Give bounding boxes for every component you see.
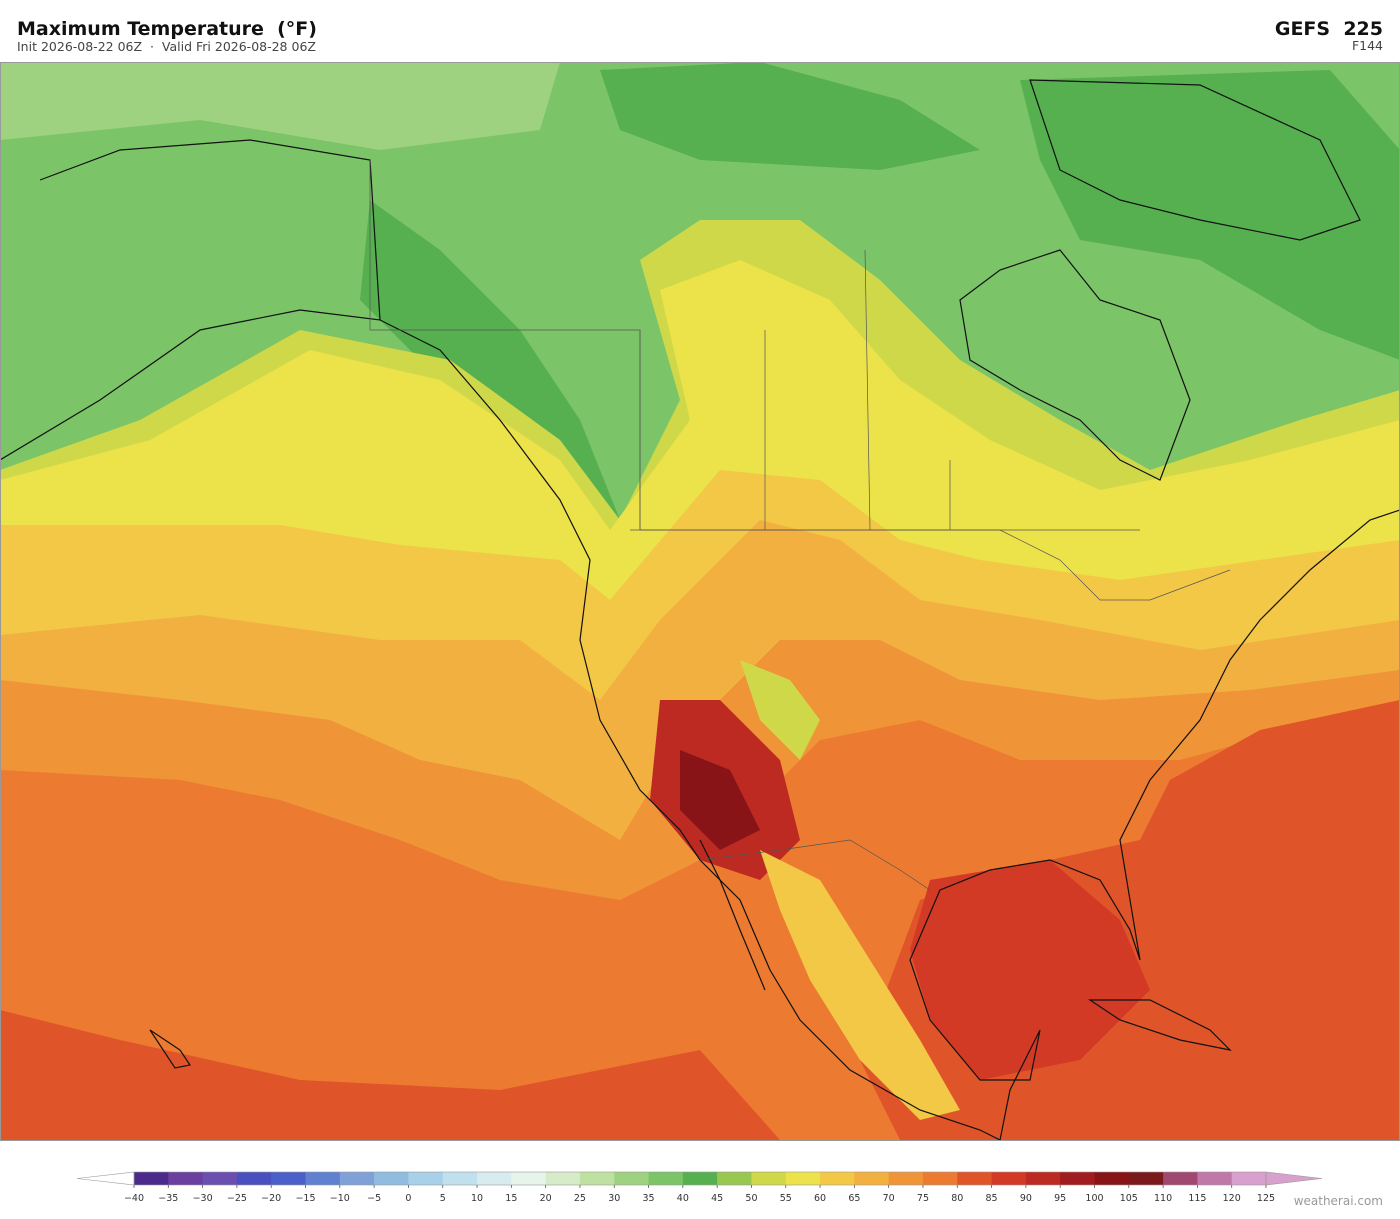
colorbar-tick-label: 50: [745, 1193, 757, 1204]
model-label: GEFS 225: [1275, 18, 1383, 40]
colorbar-tick-label: −35: [158, 1193, 178, 1204]
colorbar-tick-label: 80: [951, 1193, 963, 1204]
colorbar-bin: [1128, 1172, 1164, 1185]
colorbar-bin: [305, 1172, 341, 1185]
colorbar-tick-label: 35: [642, 1193, 654, 1204]
colorbar-tick-label: 70: [883, 1193, 895, 1204]
colorbar-tick-label: 115: [1188, 1193, 1206, 1204]
colorbar-tick-label: 125: [1257, 1193, 1275, 1204]
colorbar-bin: [168, 1172, 204, 1185]
colorbar-bin: [614, 1172, 649, 1185]
colorbar-tick-label: 25: [574, 1193, 586, 1204]
field: [760, 850, 960, 1120]
colorbar-bin: [922, 1172, 958, 1185]
colorbar: −40 −35 −30 −25 −20 −15 −10 −5 0 5 10 15 20 25 30 35 40 4…: [76, 1171, 1323, 1204]
colorbar-tick-label: 110: [1154, 1193, 1172, 1204]
colorbar-tick-label: 55: [780, 1193, 792, 1204]
colorbar-tick-label: −10: [330, 1193, 350, 1204]
colorbar-bin: [134, 1172, 169, 1185]
colorbar-bin: [579, 1172, 615, 1185]
colorbar-tick-label: 60: [814, 1193, 826, 1204]
subtitle: Init 2026-08-22 06Z · Valid Fri 2026-08-…: [17, 39, 316, 54]
colorbar-bin: [477, 1172, 512, 1185]
colorbar-bin: [1025, 1172, 1061, 1185]
colorbar-tick-label: −25: [227, 1193, 247, 1204]
colorbar-bin: [442, 1172, 478, 1185]
colorbar-tick-label: 40: [677, 1193, 689, 1204]
colorbar-tick-label: −40: [124, 1193, 144, 1204]
map: [0, 62, 1400, 1140]
colorbar-tick-label: 45: [711, 1193, 723, 1204]
watermark: weatherai.com: [1294, 1194, 1383, 1208]
field: [1020, 70, 1400, 360]
colorbar-over: [1265, 1171, 1323, 1186]
colorbar-bin: [991, 1172, 1027, 1185]
field: [680, 750, 760, 850]
colorbar-bin: [751, 1172, 787, 1185]
colorbar-tick-label: 120: [1223, 1193, 1241, 1204]
colorbar-tick-label: 105: [1120, 1193, 1138, 1204]
colorbar-tick-label: −20: [261, 1193, 281, 1204]
colorbar-tick-label: 95: [1054, 1193, 1066, 1204]
colorbar-bin: [1197, 1172, 1233, 1185]
colorbar-tick-label: 65: [848, 1193, 860, 1204]
colorbar-bin: [202, 1172, 238, 1185]
colorbar-tick-label: 15: [505, 1193, 517, 1204]
colorbar-bin: [957, 1172, 992, 1185]
colorbar-bin: [236, 1172, 272, 1185]
colorbar-frame: [133, 1171, 1267, 1186]
field: [740, 660, 820, 760]
colorbar-bin: [374, 1172, 409, 1185]
colorbar-tick-label: 100: [1085, 1193, 1103, 1204]
colorbar-tick-label: 0: [405, 1193, 411, 1204]
forecast-hour: F144: [1352, 38, 1383, 53]
colorbar-tick-label: 75: [917, 1193, 929, 1204]
colorbar-bin: [511, 1172, 547, 1185]
colorbar-bin: [1060, 1172, 1095, 1185]
field: [600, 62, 980, 170]
colorbar-tick-label: 30: [608, 1193, 620, 1204]
borders: [369, 160, 1231, 891]
colorbar-tick-label: −30: [193, 1193, 213, 1204]
colorbar-bin: [717, 1172, 752, 1185]
title: Maximum Temperature (°F): [17, 18, 317, 40]
colorbar-tick-label: 90: [1020, 1193, 1032, 1204]
field: [910, 860, 1150, 1080]
colorbar-bin: [1163, 1172, 1198, 1185]
colorbar-tick-label: 5: [440, 1193, 446, 1204]
colorbar-bin: [785, 1172, 821, 1185]
colorbar-bin: [271, 1172, 306, 1185]
field: [0, 1010, 780, 1140]
colorbar-bin: [1231, 1172, 1267, 1185]
field: [0, 62, 560, 150]
colorbar-bin: [682, 1172, 718, 1185]
colorbar-bin: [820, 1172, 855, 1185]
colorbar-bin: [888, 1172, 924, 1185]
colorbar-tick-label: 85: [986, 1193, 998, 1204]
colorbar-bin: [545, 1172, 581, 1185]
colorbar-tick-label: 20: [540, 1193, 552, 1204]
colorbar-tick-label: −5: [367, 1193, 381, 1204]
colorbar-tick-label: −15: [295, 1193, 315, 1204]
coastlines: [0, 79, 1400, 1140]
colorbar-bin: [408, 1172, 444, 1185]
colorbar-bin: [339, 1172, 375, 1185]
colorbar-bin: [648, 1172, 684, 1185]
colorbar-under: [76, 1171, 135, 1186]
colorbar-bin: [854, 1172, 890, 1185]
colorbar-tick-label: 10: [471, 1193, 483, 1204]
colorbar-bin: [1094, 1172, 1130, 1185]
